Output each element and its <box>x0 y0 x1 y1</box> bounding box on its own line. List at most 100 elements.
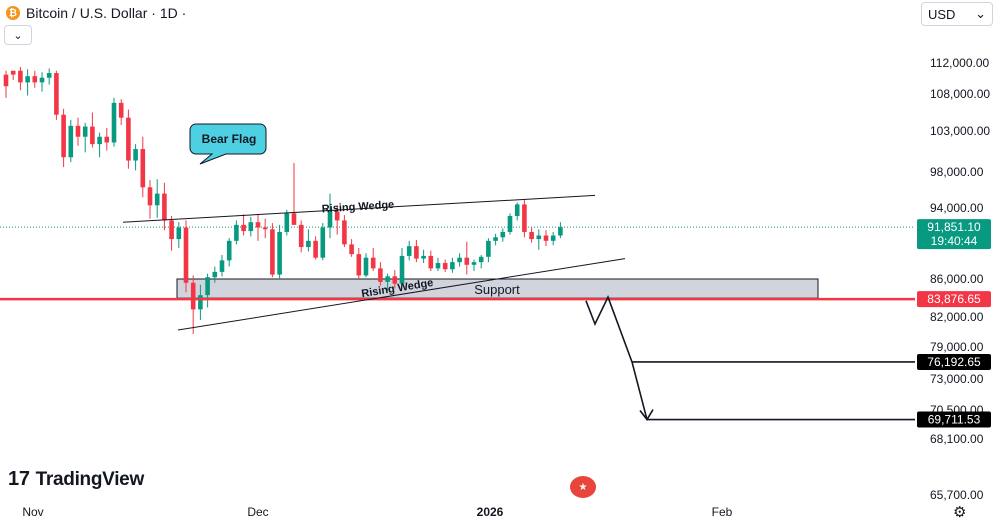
candle <box>529 227 534 243</box>
target-2-badge-text: 69,711.53 <box>928 413 981 427</box>
candle <box>82 122 88 153</box>
candle-body <box>46 73 52 78</box>
candle-body <box>126 117 131 161</box>
candles-series <box>3 66 563 334</box>
candle-body <box>162 193 167 221</box>
candle-body <box>205 277 210 296</box>
candle <box>75 117 81 146</box>
candle <box>234 220 239 245</box>
time-tick-label: 2026 <box>477 505 504 519</box>
wedge-upper-line <box>122 194 596 223</box>
price-tick-label: 82,000.00 <box>930 310 984 324</box>
candle-body <box>154 193 160 206</box>
candle-body <box>320 227 326 258</box>
candle <box>90 112 95 148</box>
current-price-badge-text: 19:40:44 <box>931 234 978 248</box>
candle-body <box>550 235 556 241</box>
candle-body <box>255 222 261 228</box>
candle-body <box>349 244 354 255</box>
candle-body <box>306 240 311 248</box>
candle-body <box>414 246 419 259</box>
candle <box>241 214 246 236</box>
candle-body <box>226 240 232 261</box>
tradingview-logo-icon: 17 <box>8 468 30 490</box>
candle <box>478 255 484 269</box>
chevron-down-icon: ⌄ <box>975 6 986 21</box>
candle <box>147 180 153 219</box>
candle <box>169 215 174 251</box>
symbol-header[interactable]: ₿ Bitcoin / U.S. Dollar · 1D · <box>6 3 186 23</box>
settings-icon[interactable]: ⚙ <box>953 504 967 521</box>
candle <box>399 247 405 286</box>
candle-body <box>68 125 74 158</box>
candle-body <box>478 256 484 263</box>
candle <box>262 218 268 239</box>
candle-body <box>241 224 246 232</box>
candle <box>126 109 131 169</box>
candle <box>514 202 520 221</box>
candle <box>97 132 102 158</box>
candle-body <box>450 262 455 270</box>
candle <box>118 99 124 126</box>
candle-body <box>147 187 153 206</box>
candle <box>306 229 311 252</box>
candle <box>378 262 383 286</box>
candle-body <box>370 257 376 269</box>
tradingview-logo[interactable]: 17 TradingView <box>8 468 144 491</box>
price-tick-label: 112,000.00 <box>930 56 989 70</box>
currency-value: USD <box>928 6 956 22</box>
candle-body <box>435 263 441 269</box>
candle-body <box>212 271 218 278</box>
candle <box>313 236 318 260</box>
candle <box>198 284 203 320</box>
currency-select[interactable]: USD ⌄ <box>921 2 993 26</box>
candle-body <box>392 276 398 284</box>
candle-body <box>82 126 88 137</box>
support-price-badge: 83,876.65 <box>917 291 991 308</box>
bear-flag-label: Bear Flag <box>202 132 257 146</box>
candle-body <box>529 231 534 240</box>
candle <box>18 66 23 91</box>
candle-body <box>378 268 383 282</box>
candle-body <box>543 235 549 241</box>
time-axis[interactable]: Nov Dec 2026 Feb <box>22 505 732 519</box>
candle <box>226 238 232 267</box>
candle-body <box>54 73 59 115</box>
candle <box>320 223 326 261</box>
candle <box>291 162 297 225</box>
candle-body <box>25 76 30 83</box>
candle-body <box>262 227 268 230</box>
target-2-badge: 69,711.53 <box>917 411 991 428</box>
candle-body <box>169 220 174 240</box>
wedge-upper-label: Rising Wedge <box>321 199 394 216</box>
support-zone-label: Support <box>474 282 520 297</box>
support-price-badge-text: 83,876.65 <box>927 292 981 306</box>
price-tick-label: 86,000.00 <box>930 272 984 286</box>
collapse-button[interactable]: ⌄ <box>4 25 32 45</box>
candle-body <box>471 262 477 265</box>
candle-body <box>97 136 102 145</box>
candle <box>356 247 362 280</box>
candle-body <box>234 224 239 241</box>
candle-body <box>334 211 340 221</box>
price-tick-label: 94,000.00 <box>930 201 984 215</box>
candle <box>500 228 506 242</box>
candle <box>457 253 462 267</box>
economic-events-icon[interactable]: ★ <box>570 476 596 498</box>
price-tick-label: 79,000.00 <box>930 340 984 354</box>
candle-body <box>133 149 138 161</box>
candle <box>493 233 498 246</box>
candle <box>558 222 563 239</box>
candle-body <box>270 229 275 275</box>
candle <box>61 108 66 168</box>
candle-body <box>39 77 45 83</box>
candle-body <box>399 255 405 284</box>
candle <box>10 70 16 81</box>
candle-body <box>486 240 491 257</box>
time-tick-label: Feb <box>712 505 733 519</box>
candle <box>428 250 434 272</box>
price-axis[interactable]: 112,000.00 108,000.00 103,000.00 98,000.00 9… <box>930 56 990 502</box>
candle-body <box>536 235 542 240</box>
price-tick-label: 108,000.00 <box>930 87 990 101</box>
